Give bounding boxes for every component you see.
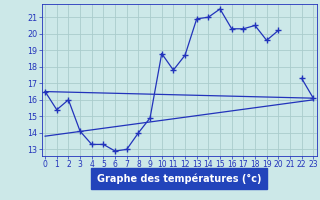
X-axis label: Graphe des températures (°c): Graphe des températures (°c) xyxy=(97,173,261,184)
